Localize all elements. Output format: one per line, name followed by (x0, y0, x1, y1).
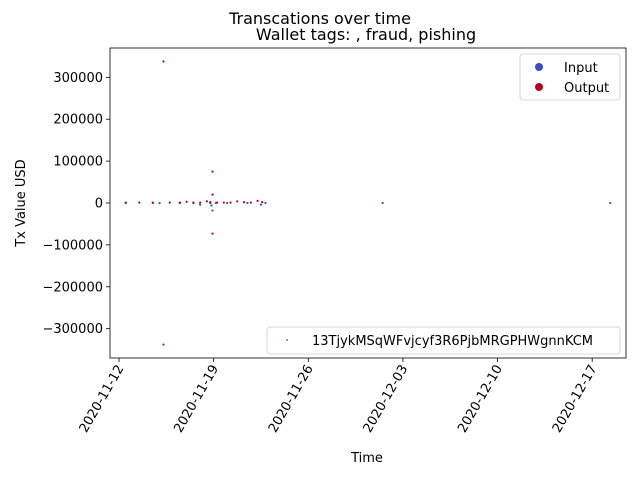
input-point (381, 201, 384, 205)
output-point (205, 200, 208, 203)
output-point (236, 200, 239, 203)
x-tick-label: 2020-11-19 (171, 363, 222, 436)
input-point (609, 201, 612, 205)
y-tick-label: −200000 (42, 280, 103, 295)
output-point (199, 201, 202, 204)
x-axis-label: Time (350, 451, 383, 466)
output-point (261, 201, 264, 204)
points-layer (124, 60, 612, 346)
input-point (259, 203, 263, 206)
legend-output-marker (535, 83, 543, 91)
chart-suptitle: Transcations over time (228, 9, 411, 28)
output-point (256, 199, 259, 203)
legend-top: Input Output (519, 53, 621, 101)
legend-bottom-frame (266, 326, 621, 355)
input-point (162, 343, 165, 346)
output-point (249, 201, 252, 204)
input-point (264, 201, 267, 205)
legend-input-label: Input (564, 61, 598, 76)
y-tick-label: 100000 (53, 155, 103, 170)
output-point (192, 201, 195, 204)
input-point (226, 201, 229, 205)
output-point (151, 201, 154, 204)
input-point (210, 204, 213, 207)
chart-title: Wallet tags: , fraud, pishing (256, 25, 476, 44)
output-point (178, 201, 181, 204)
x-tick-label: 2020-12-17 (550, 363, 601, 436)
output-point (185, 200, 188, 203)
legend-input-marker (535, 63, 543, 71)
input-point (199, 203, 202, 206)
output-point (162, 60, 165, 63)
y-tick-label: 300000 (53, 71, 103, 86)
y-tick-label: −300000 (42, 322, 103, 337)
output-point (211, 170, 214, 173)
output-point (242, 201, 246, 204)
x-tick-label: 2020-12-10 (455, 363, 506, 436)
y-axis-label: Tx Value USD (14, 159, 29, 247)
output-point (209, 201, 212, 204)
x-tick-label: 2020-11-26 (266, 363, 317, 436)
output-point (229, 201, 232, 204)
x-tick-label: 2020-12-03 (361, 363, 412, 436)
output-point (168, 201, 171, 204)
x-axis-ticks: 2020-11-12 2020-11-19 2020-11-26 2020-12-03… (77, 358, 601, 435)
legend-top-frame (519, 53, 621, 101)
plot-frame (109, 47, 627, 359)
input-point (158, 201, 161, 205)
y-tick-label: 200000 (53, 113, 103, 128)
y-axis-ticks: −300000 −200000 −100000 0 100000 200000 300000 (42, 71, 110, 337)
y-tick-label: −100000 (42, 238, 103, 253)
output-point (138, 201, 141, 204)
input-point (246, 201, 249, 205)
legend-output-label: Output (564, 81, 609, 96)
legend-address-marker (286, 339, 288, 341)
output-point (124, 201, 127, 204)
legend-bottom: 13TjykMSqWFvjcyf3R6PjbMRGPHWgnnKCM (266, 326, 621, 355)
output-point (211, 193, 214, 196)
output-point (215, 201, 219, 204)
output-point (211, 232, 214, 235)
output-point (222, 201, 225, 204)
legend-address-label: 13TjykMSqWFvjcyf3R6PjbMRGPHWgnnKCM (312, 334, 593, 349)
x-tick-label: 2020-11-12 (77, 363, 128, 436)
input-point (211, 209, 214, 212)
y-tick-label: 0 (95, 197, 103, 212)
